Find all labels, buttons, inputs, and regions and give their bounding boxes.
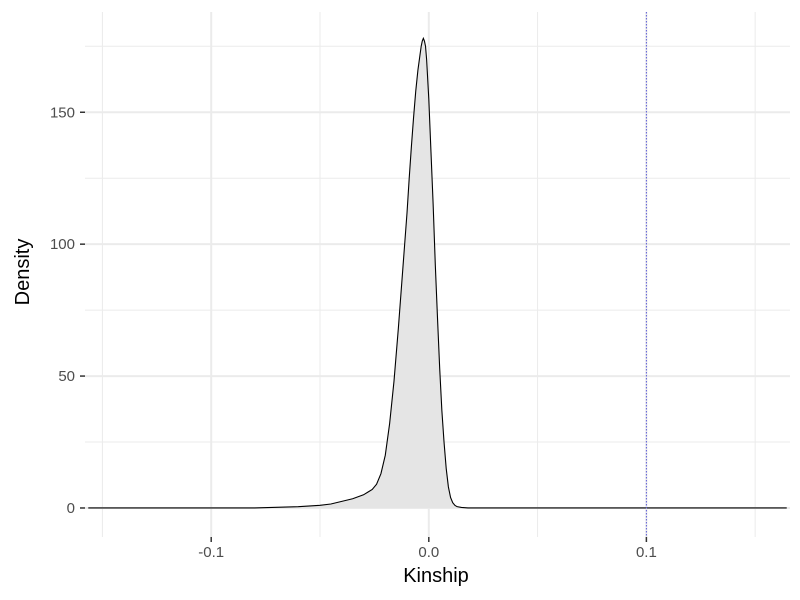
x-tick-label: 0.1 bbox=[636, 544, 657, 561]
x-axis-title: Kinship bbox=[403, 565, 469, 587]
y-tick-label: 50 bbox=[58, 368, 75, 385]
x-tick-label: -0.1 bbox=[198, 544, 224, 561]
y-tick-label: 0 bbox=[67, 500, 75, 517]
density-area bbox=[88, 38, 787, 508]
series-layer bbox=[88, 36, 787, 509]
x-tick-label: 0.0 bbox=[418, 544, 439, 561]
x-axis-ticks: -0.1 0.0 0.1 bbox=[198, 537, 657, 561]
y-tick-label: 100 bbox=[50, 236, 75, 253]
density-line bbox=[88, 36, 787, 509]
y-tick-label: 150 bbox=[50, 104, 75, 121]
y-axis-title: Density bbox=[12, 239, 34, 306]
y-axis-ticks: 0 50 100 150 bbox=[50, 104, 85, 517]
